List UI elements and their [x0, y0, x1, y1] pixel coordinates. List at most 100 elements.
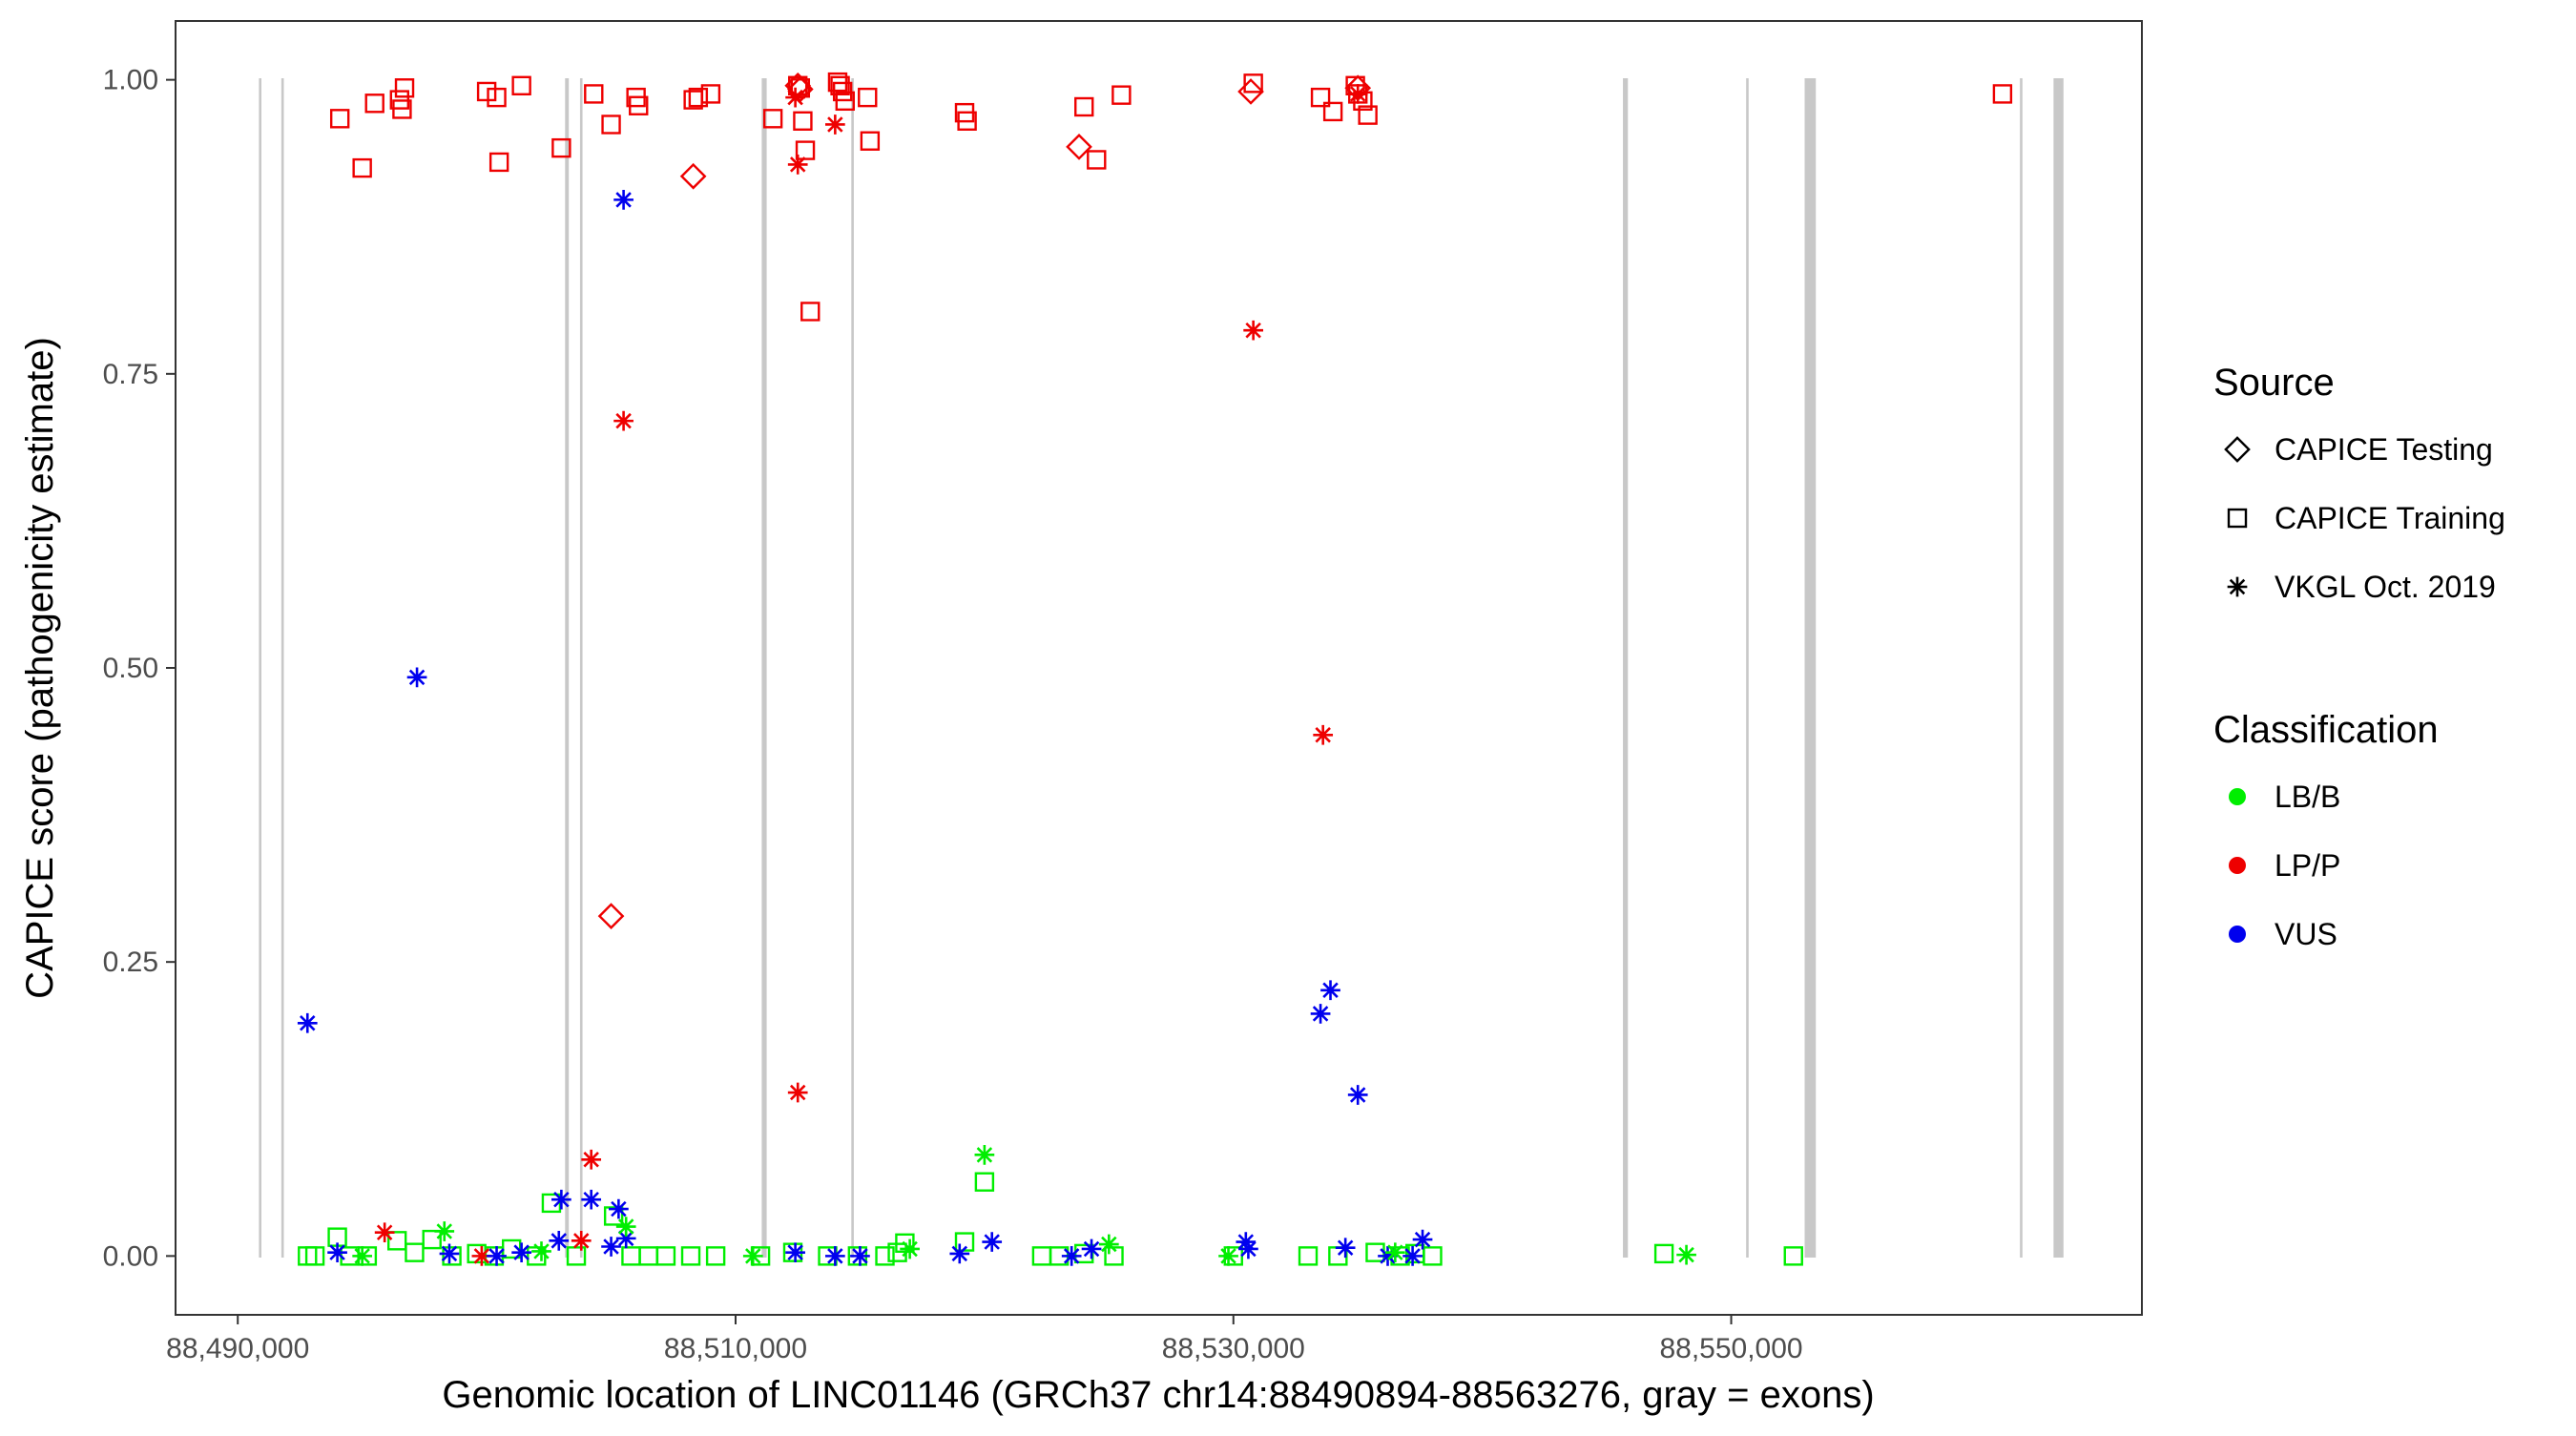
data-point: [895, 1233, 915, 1254]
data-point: [352, 157, 372, 178]
data-point: [860, 131, 881, 151]
data-point: [688, 87, 709, 108]
data-point: [442, 1246, 462, 1266]
data-point: [603, 1206, 624, 1226]
data-point: [1218, 1246, 1238, 1266]
data-point: [584, 84, 604, 104]
exon-band: [1623, 78, 1629, 1258]
exon-band: [2053, 78, 2064, 1258]
y-axis-title: CAPICE score (pathogenicity estimate): [19, 337, 61, 999]
data-point: [787, 1082, 808, 1103]
exon-band: [2020, 78, 2023, 1258]
data-point: [1243, 320, 1263, 341]
data-point: [609, 1198, 629, 1219]
data-point: [1061, 1246, 1082, 1266]
y-tick-label: 0.50: [103, 653, 158, 684]
data-point: [374, 1222, 395, 1243]
exon-band: [1746, 78, 1749, 1258]
data-point: [705, 1246, 726, 1266]
data-point: [1347, 84, 1368, 104]
data-point: [1423, 1246, 1443, 1266]
data-point: [1298, 1246, 1319, 1266]
data-point: [488, 152, 509, 173]
data-point: [405, 1242, 425, 1262]
data-point: [1081, 1238, 1102, 1259]
data-point: [581, 1189, 602, 1210]
data-point: [327, 1242, 347, 1263]
data-point: [850, 1246, 870, 1266]
legend-class-entries: LB/B LP/P VUS: [2229, 780, 2340, 951]
legend-key-square: [2227, 508, 2248, 529]
data-point: [615, 1228, 636, 1249]
data-point: [1992, 84, 2013, 104]
legend-source-label: VKGL Oct. 2019: [2275, 570, 2496, 604]
exon-band: [761, 78, 767, 1258]
legend-key-asterisk: [2227, 576, 2248, 597]
data-point: [1378, 1246, 1398, 1266]
data-point: [824, 114, 845, 135]
data-point: [1347, 1085, 1368, 1105]
data-point: [957, 111, 977, 131]
data-point: [949, 1243, 970, 1264]
data-point: [1243, 73, 1263, 94]
data-point: [629, 95, 649, 115]
data-point: [615, 1217, 636, 1237]
data-point: [471, 1246, 492, 1266]
y-tick-label: 0.00: [103, 1240, 158, 1272]
data-point: [613, 410, 634, 431]
data-point: [551, 1189, 571, 1210]
data-point: [974, 1172, 995, 1192]
data-point: [1237, 78, 1264, 105]
data-point: [434, 1221, 455, 1241]
data-point: [439, 1243, 460, 1264]
data-point: [679, 162, 707, 190]
data-point: [386, 1231, 407, 1251]
data-point: [551, 137, 571, 158]
data-point: [680, 1246, 701, 1266]
data-point: [1384, 1242, 1405, 1263]
legend-source-label: CAPICE Testing: [2275, 432, 2493, 467]
y-tick-label: 0.75: [103, 359, 158, 390]
data-point: [476, 81, 497, 102]
data-point: [1335, 1238, 1356, 1259]
legend-key-dot: [2229, 857, 2246, 874]
data-point: [1402, 1246, 1423, 1266]
data-point: [1098, 1234, 1119, 1255]
data-point: [655, 1246, 676, 1266]
data-point: [800, 302, 821, 322]
data-point: [974, 1145, 995, 1165]
data-point: [1676, 1244, 1696, 1265]
data-point: [1313, 724, 1334, 745]
data-point: [422, 1229, 442, 1250]
data-point: [1238, 1238, 1258, 1259]
data-point: [597, 903, 625, 929]
data-point: [795, 140, 816, 160]
data-point: [394, 78, 415, 98]
data-point: [824, 1246, 845, 1266]
data-point: [329, 109, 350, 129]
data-point: [487, 1246, 507, 1266]
data-point: [511, 75, 531, 96]
x-tick-label: 88,530,000: [1162, 1333, 1305, 1364]
data-point: [787, 155, 808, 175]
data-point: [1320, 980, 1340, 1001]
x-axis: 88,490,000 88,510,000 88,530,000 88,550,000: [166, 1315, 1803, 1364]
legend-key-dot: [2229, 788, 2246, 805]
y-axis: 0.00 0.25 0.50 0.75 1.00: [103, 65, 176, 1272]
data-point: [982, 1232, 1003, 1252]
legend-key-diamond: [2224, 436, 2251, 463]
data-point: [531, 1241, 551, 1261]
data-point: [511, 1242, 531, 1263]
legend-source-entries: CAPICE Testing CAPICE Training VKGL Oct. 2…: [2224, 432, 2505, 604]
exon-band: [851, 78, 854, 1258]
data-point: [541, 1193, 562, 1214]
data-point: [954, 1232, 975, 1252]
data-point: [613, 190, 634, 210]
data-point: [1653, 1243, 1674, 1264]
data-points: [297, 72, 2013, 1266]
data-point: [571, 1230, 592, 1251]
exon-band: [579, 78, 583, 1258]
x-tick-label: 88,550,000: [1659, 1333, 1802, 1364]
